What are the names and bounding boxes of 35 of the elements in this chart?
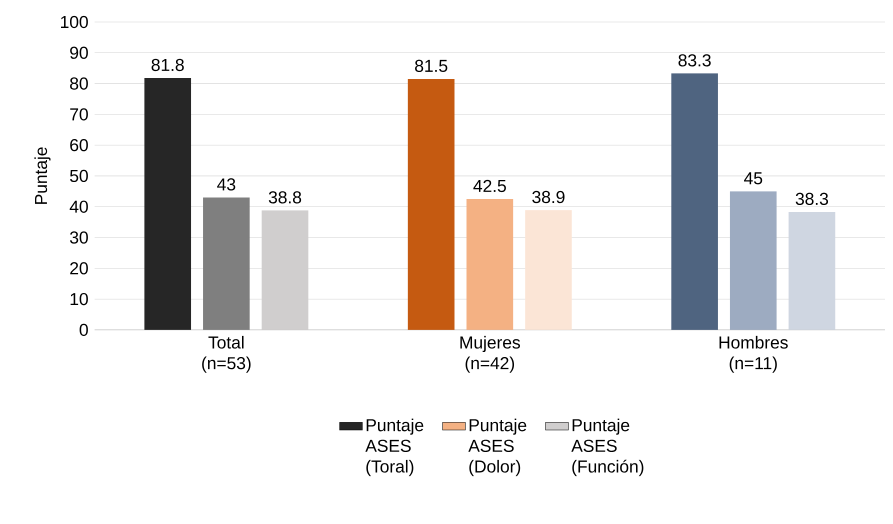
bar (203, 198, 250, 330)
bar (525, 210, 572, 330)
data-label: 81.5 (415, 60, 448, 72)
x-tick-label: Total (n=53) (202, 336, 251, 373)
legend-label: Puntaje ASES (Función) (571, 418, 644, 476)
data-label: 38.8 (268, 191, 302, 204)
bar (144, 78, 192, 330)
data-label: 42.5 (473, 180, 506, 192)
y-tick-label: 40 (70, 200, 88, 213)
y-axis-title: Puntaje (34, 147, 51, 204)
y-tick-label: 80 (70, 78, 88, 90)
data-label: 38.3 (796, 192, 828, 206)
y-tick-label: 90 (70, 46, 88, 59)
data-label: 45 (744, 172, 762, 184)
y-tick-label: 20 (70, 262, 88, 275)
bar (466, 199, 514, 330)
x-tick-label: Hombres (n=11) (720, 336, 788, 373)
data-label: 38.9 (532, 190, 565, 204)
bar (671, 73, 718, 330)
bar (730, 191, 777, 330)
y-tick-label: 50 (70, 170, 88, 182)
y-tick-label: 10 (70, 293, 88, 306)
data-label: 43 (217, 178, 236, 191)
x-tick-label: Mujeres (n=42) (460, 336, 520, 373)
data-label: 83.3 (678, 54, 711, 67)
data-label: 81.8 (152, 58, 184, 72)
bar (408, 79, 454, 330)
y-tick-label: 60 (70, 139, 88, 152)
legend-label: Puntaje ASES (Toral) (365, 418, 424, 476)
legend-label: Puntaje ASES (Dolor) (468, 418, 526, 476)
y-tick-label: 30 (70, 231, 88, 244)
y-tick-label: 100 (61, 16, 88, 28)
y-tick-label: 0 (80, 324, 88, 336)
bar (788, 212, 836, 330)
y-tick-label: 70 (70, 108, 88, 121)
